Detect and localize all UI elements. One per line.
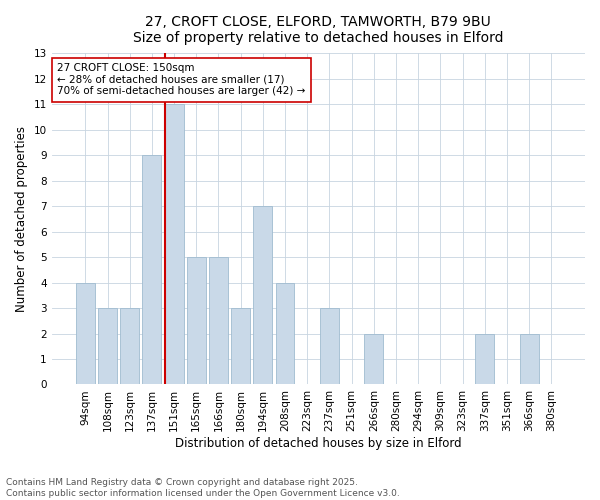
Bar (164, 104, 184, 384)
Bar (275, 282, 295, 384)
Bar (120, 308, 139, 384)
Bar (475, 334, 494, 384)
Bar (209, 257, 228, 384)
Bar (98, 308, 117, 384)
Bar (320, 308, 339, 384)
Y-axis label: Number of detached properties: Number of detached properties (15, 126, 28, 312)
Bar (253, 206, 272, 384)
Bar (76, 282, 95, 384)
Bar (231, 308, 250, 384)
X-axis label: Distribution of detached houses by size in Elford: Distribution of detached houses by size … (175, 437, 461, 450)
Bar (187, 257, 206, 384)
Text: 27 CROFT CLOSE: 150sqm
← 28% of detached houses are smaller (17)
70% of semi-det: 27 CROFT CLOSE: 150sqm ← 28% of detached… (57, 63, 305, 96)
Bar (142, 155, 161, 384)
Bar (364, 334, 383, 384)
Title: 27, CROFT CLOSE, ELFORD, TAMWORTH, B79 9BU
Size of property relative to detached: 27, CROFT CLOSE, ELFORD, TAMWORTH, B79 9… (133, 15, 503, 45)
Text: Contains HM Land Registry data © Crown copyright and database right 2025.
Contai: Contains HM Land Registry data © Crown c… (6, 478, 400, 498)
Bar (520, 334, 539, 384)
